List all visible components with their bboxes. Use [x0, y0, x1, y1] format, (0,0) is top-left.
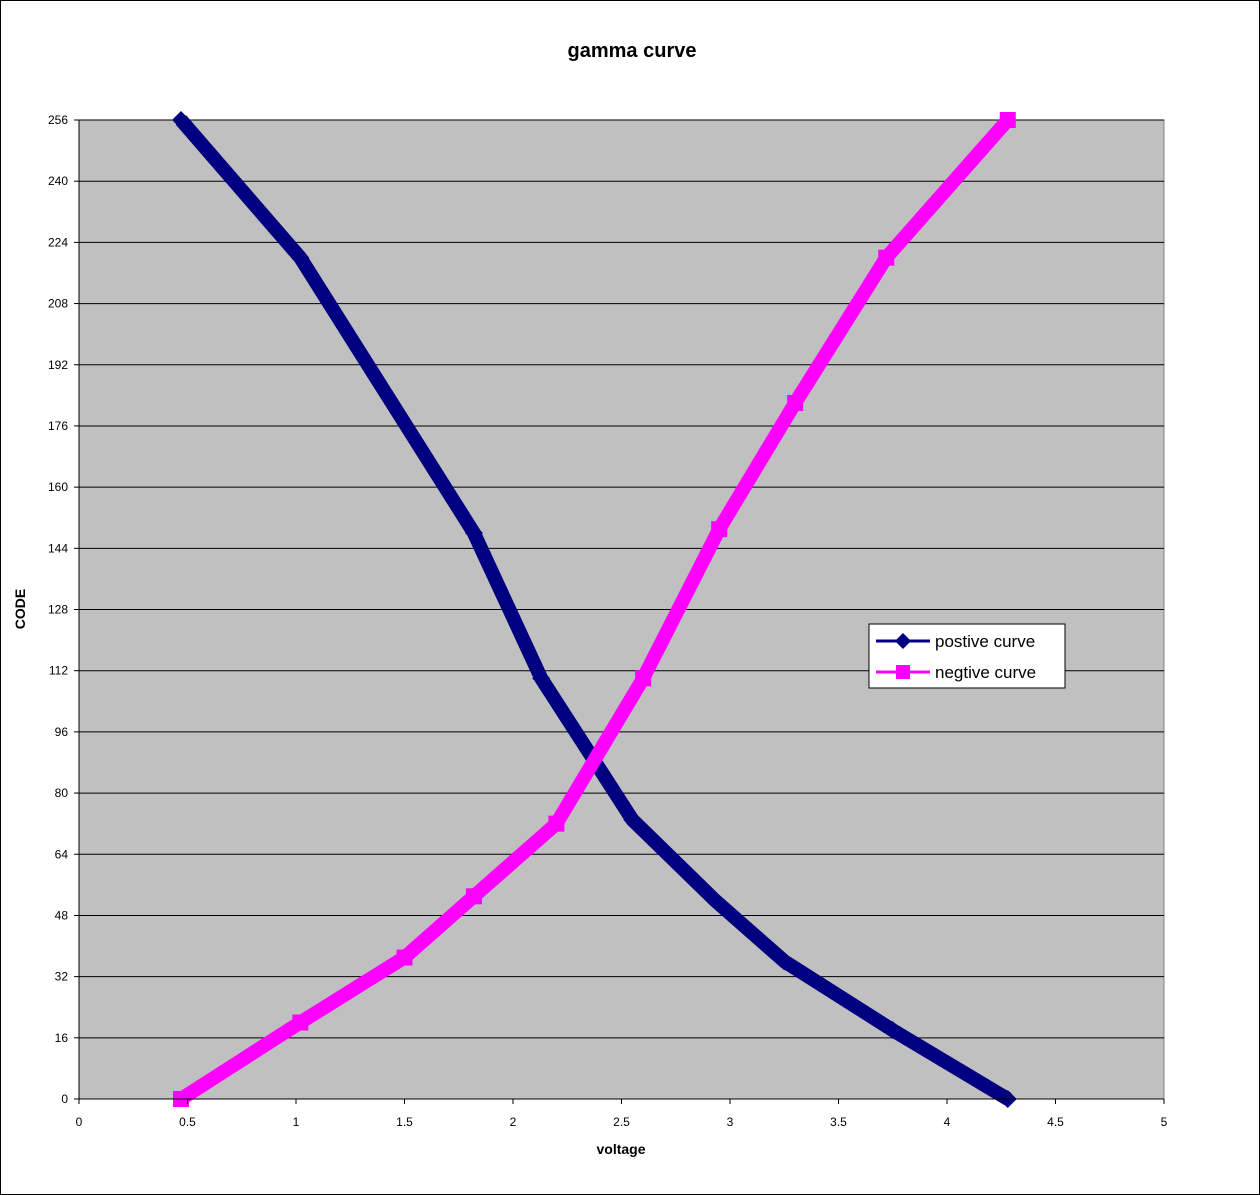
data-point-negtive — [787, 394, 804, 411]
data-point-postive — [705, 891, 724, 910]
legend-label-negtive: negtive curve — [935, 663, 1036, 682]
data-point-negtive — [396, 949, 413, 966]
series-layer — [171, 111, 1017, 1108]
gridlines — [79, 119, 1164, 1039]
data-point-negtive — [548, 815, 565, 832]
data-point-negtive — [999, 112, 1016, 128]
data-point-negtive — [878, 249, 895, 266]
y-tick-label: 96 — [55, 725, 69, 739]
x-tick-label: 0 — [76, 1115, 83, 1129]
x-tick-label: 2 — [510, 1115, 517, 1129]
x-tick-label: 4 — [944, 1115, 951, 1129]
y-axis-title: CODE — [12, 589, 28, 629]
x-tick-label: 1 — [293, 1115, 300, 1129]
y-tick-label: 144 — [48, 541, 68, 555]
legend-marker-postive — [895, 633, 911, 649]
x-tick-label: 2.5 — [613, 1115, 630, 1129]
x-tick-label: 3 — [727, 1115, 734, 1129]
y-tick-label: 128 — [48, 603, 68, 617]
x-tick-label: 0.5 — [179, 1115, 196, 1129]
series-line-negtive — [177, 115, 1014, 1105]
y-tick-label: 48 — [55, 908, 69, 922]
data-point-postive — [464, 524, 483, 543]
y-tick-label: 176 — [48, 419, 68, 433]
chart-title: gamma curve — [568, 40, 697, 62]
x-tick-label: 5 — [1161, 1115, 1168, 1129]
data-point-postive — [883, 1021, 902, 1040]
y-tick-label: 240 — [48, 174, 68, 188]
legend-marker-negtive — [896, 665, 910, 679]
y-tick-label: 16 — [55, 1031, 69, 1045]
y-tick-label: 192 — [48, 358, 68, 372]
data-point-postive — [291, 248, 310, 267]
y-tick-labels: 0 16 32 48 64 80 96 112 128 144 160 176 192 208 224 240… — [48, 113, 68, 1106]
y-tick-label: 112 — [49, 664, 68, 678]
x-tick-labels: 0 0.5 1 1.5 2 2.5 3 3.5 4 4.5 5 — [76, 1115, 1168, 1129]
y-tick-label: 256 — [48, 113, 68, 127]
data-point-negtive — [635, 670, 652, 687]
data-point-negtive — [465, 888, 482, 905]
y-tick-label: 224 — [48, 235, 68, 249]
data-point-postive — [623, 810, 642, 829]
data-point-negtive — [711, 521, 728, 538]
y-tick-label: 64 — [55, 847, 69, 861]
data-point-postive — [775, 952, 794, 971]
data-point-postive — [532, 669, 551, 688]
x-tick-label: 1.5 — [396, 1115, 413, 1129]
y-tick-label: 0 — [61, 1092, 68, 1106]
y-tick-label: 80 — [55, 786, 69, 800]
x-axis-title: voltage — [596, 1141, 645, 1157]
data-point-postive — [171, 111, 190, 129]
legend-label-postive: postive curve — [935, 632, 1035, 651]
y-tick-label: 160 — [48, 480, 68, 494]
data-point-negtive — [292, 1014, 309, 1031]
axes — [74, 119, 1165, 1104]
x-tick-label: 4.5 — [1047, 1115, 1064, 1129]
x-tick-label: 3.5 — [830, 1115, 847, 1129]
legend: postive curve negtive curve — [868, 623, 1066, 689]
y-tick-label: 32 — [55, 970, 69, 984]
y-tick-label: 208 — [48, 297, 68, 311]
